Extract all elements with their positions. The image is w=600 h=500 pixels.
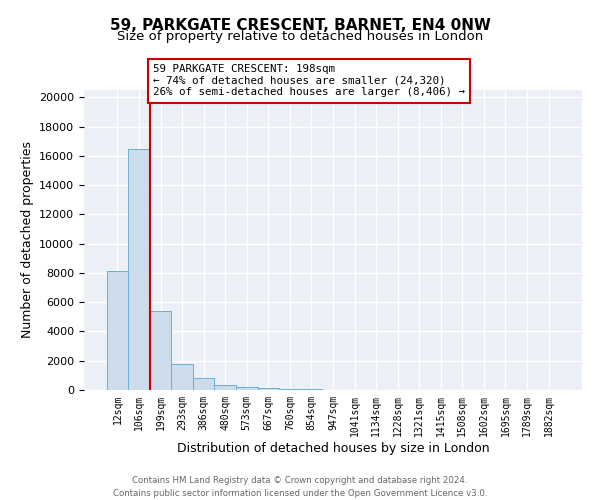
Bar [279, 388, 301, 390]
Bar [172, 364, 193, 390]
Bar [301, 388, 322, 390]
Y-axis label: Number of detached properties: Number of detached properties [20, 142, 34, 338]
Text: Size of property relative to detached houses in London: Size of property relative to detached ho… [117, 30, 483, 43]
Bar [128, 148, 150, 390]
Text: 59, PARKGATE CRESCENT, BARNET, EN4 0NW: 59, PARKGATE CRESCENT, BARNET, EN4 0NW [110, 18, 490, 32]
Bar [214, 384, 236, 390]
Text: Contains HM Land Registry data © Crown copyright and database right 2024.
Contai: Contains HM Land Registry data © Crown c… [113, 476, 487, 498]
X-axis label: Distribution of detached houses by size in London: Distribution of detached houses by size … [176, 442, 490, 454]
Text: 59 PARKGATE CRESCENT: 198sqm
← 74% of detached houses are smaller (24,320)
26% o: 59 PARKGATE CRESCENT: 198sqm ← 74% of de… [153, 64, 465, 98]
Bar [107, 272, 128, 390]
Bar [150, 311, 172, 390]
Bar [193, 378, 214, 390]
Bar [257, 388, 279, 390]
Bar [236, 387, 257, 390]
